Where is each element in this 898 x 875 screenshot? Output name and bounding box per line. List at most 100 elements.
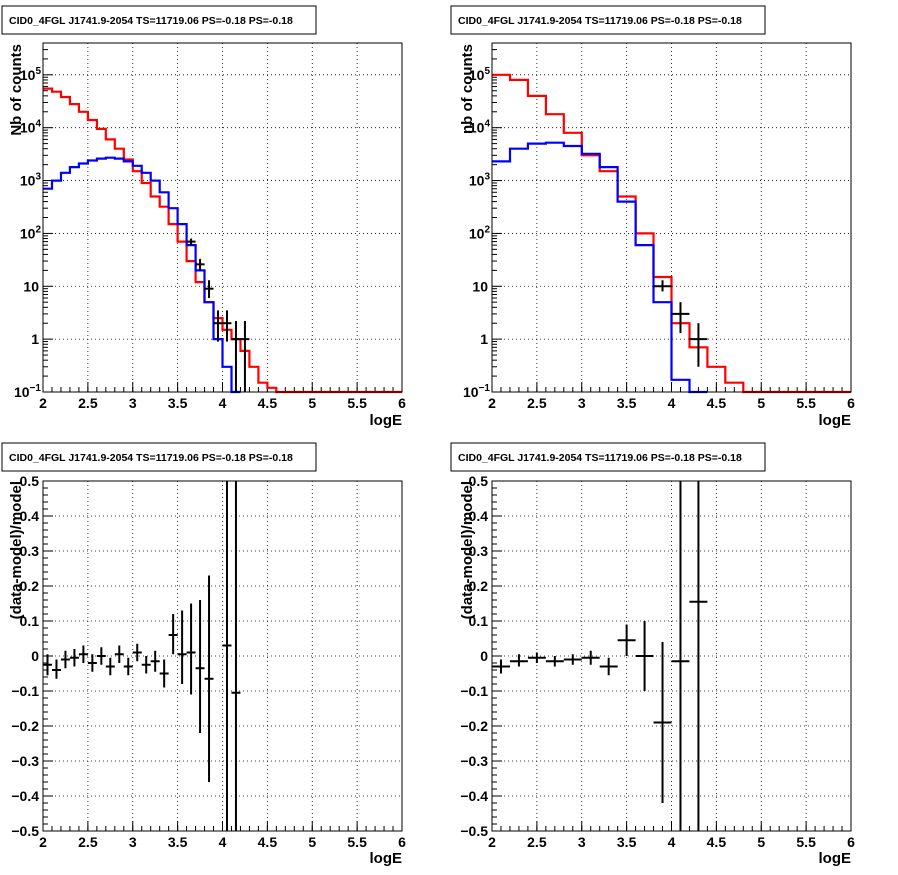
y-tick-label: 0.2 bbox=[20, 578, 40, 594]
y-tick-label: 0 bbox=[31, 648, 39, 664]
panel-top-left: CID0_4FGL J1741.9-2054 TS=11719.06 PS=-0… bbox=[1, 5, 406, 429]
y-tick-label: 1 bbox=[31, 331, 39, 347]
data-point bbox=[69, 649, 79, 667]
y-tick-label: 0.2 bbox=[469, 578, 489, 594]
data-point bbox=[43, 654, 52, 676]
data-point bbox=[653, 642, 672, 803]
data-point bbox=[213, 310, 223, 342]
panel-title: CID0_4FGL J1741.9-2054 TS=11719.06 PS=-0… bbox=[458, 15, 742, 27]
x-tick-label: 3.5 bbox=[168, 834, 188, 850]
data-point bbox=[671, 302, 690, 334]
y-tick-label: −0.4 bbox=[460, 788, 488, 804]
data-point bbox=[527, 652, 546, 663]
data-point bbox=[141, 656, 151, 674]
data-points bbox=[653, 280, 708, 367]
y-tick-label: 0.3 bbox=[20, 543, 40, 559]
data-point bbox=[186, 603, 196, 695]
y-tick-label: −0.4 bbox=[11, 788, 39, 804]
panel-title-box bbox=[1, 442, 317, 472]
model-source-histogram bbox=[43, 156, 241, 394]
x-tick-label: 6 bbox=[398, 834, 406, 850]
x-tick-label: 2 bbox=[39, 834, 47, 850]
y-tick-label: 0 bbox=[480, 648, 488, 664]
y-tick-label: 104 bbox=[20, 119, 42, 136]
panel-title-box bbox=[450, 442, 766, 472]
x-tick-label: 6 bbox=[847, 834, 855, 850]
data-point bbox=[195, 600, 205, 733]
data-point bbox=[105, 657, 115, 676]
x-tick-label: 6 bbox=[847, 395, 855, 411]
x-tick-label: 2 bbox=[488, 395, 496, 411]
data-point bbox=[581, 650, 600, 665]
data-point bbox=[689, 323, 708, 367]
data-point bbox=[204, 280, 214, 299]
y-tick-label: 1 bbox=[480, 331, 488, 347]
data-point bbox=[51, 659, 61, 679]
panel-title: CID0_4FGL J1741.9-2054 TS=11719.06 PS=-0… bbox=[458, 452, 742, 464]
x-tick-label: 5 bbox=[308, 395, 316, 411]
y-tick-label: 103 bbox=[469, 172, 491, 189]
axis-ticks bbox=[42, 480, 403, 832]
x-tick-label: 6 bbox=[398, 395, 406, 411]
panel-bottom-left: CID0_4FGL J1741.9-2054 TS=11719.06 PS=-0… bbox=[1, 442, 406, 867]
data-point bbox=[204, 575, 214, 782]
y-tick-label: 0.5 bbox=[469, 473, 489, 489]
y-tick-label: 10−1 bbox=[463, 383, 490, 400]
y-tick-label: −0.5 bbox=[460, 823, 488, 839]
x-tick-label: 4 bbox=[219, 834, 227, 850]
x-tick-label: 2 bbox=[488, 834, 496, 850]
x-tick-label: 3 bbox=[129, 834, 137, 850]
data-points bbox=[43, 481, 241, 831]
x-tick-label: 5.5 bbox=[347, 834, 367, 850]
x-tick-label: 4.5 bbox=[707, 834, 727, 850]
data-point bbox=[222, 481, 232, 831]
data-point bbox=[87, 654, 97, 672]
x-tick-label: 5.5 bbox=[347, 395, 367, 411]
y-axis-label: Nb of counts bbox=[8, 44, 25, 136]
data-point bbox=[168, 614, 178, 655]
x-tick-label: 4.5 bbox=[258, 395, 278, 411]
x-tick-label: 4 bbox=[668, 395, 676, 411]
x-tick-label: 2.5 bbox=[527, 395, 547, 411]
data-point bbox=[635, 621, 654, 691]
y-tick-label: −0.3 bbox=[460, 753, 488, 769]
data-point bbox=[132, 643, 142, 662]
panel-title-box bbox=[1, 5, 317, 35]
y-tick-label: 105 bbox=[469, 66, 491, 83]
data-point bbox=[195, 258, 205, 271]
x-tick-label: 5 bbox=[757, 395, 765, 411]
y-tick-label: 104 bbox=[469, 119, 491, 136]
y-tick-label: −0.2 bbox=[11, 718, 39, 734]
data-point bbox=[653, 280, 672, 292]
y-tick-label: 0.4 bbox=[20, 508, 40, 524]
x-axis-label: logE bbox=[370, 412, 403, 429]
data-point bbox=[159, 659, 169, 688]
panel-bottom-right: CID0_4FGL J1741.9-2054 TS=11719.06 PS=-0… bbox=[450, 442, 855, 867]
y-axis-label: nb of counts bbox=[459, 44, 476, 134]
y-tick-label: 105 bbox=[20, 66, 42, 83]
x-tick-label: 2 bbox=[39, 395, 47, 411]
x-tick-label: 2.5 bbox=[527, 834, 547, 850]
data-point bbox=[123, 657, 133, 676]
data-point bbox=[617, 624, 636, 656]
data-points bbox=[186, 238, 250, 392]
y-tick-label: 0.5 bbox=[20, 473, 40, 489]
x-tick-label: 3.5 bbox=[617, 395, 637, 411]
y-tick-label: 0.4 bbox=[469, 508, 489, 524]
data-point bbox=[509, 654, 528, 667]
y-axis-label: (data-model)/model bbox=[8, 481, 25, 619]
y-tick-label: −0.3 bbox=[11, 753, 39, 769]
panel-title: CID0_4FGL J1741.9-2054 TS=11719.06 PS=-0… bbox=[9, 15, 293, 27]
data-point bbox=[671, 481, 690, 831]
y-tick-label: 0.1 bbox=[469, 613, 489, 629]
x-tick-label: 3 bbox=[578, 395, 586, 411]
data-point bbox=[689, 481, 708, 831]
model-source-histogram bbox=[492, 141, 708, 394]
plot-frame bbox=[491, 42, 852, 393]
data-point bbox=[599, 657, 618, 676]
plot-frame bbox=[42, 480, 403, 832]
y-tick-label: 10 bbox=[472, 278, 488, 294]
y-tick-label: 0.3 bbox=[469, 543, 489, 559]
axis-ticks bbox=[42, 49, 403, 393]
